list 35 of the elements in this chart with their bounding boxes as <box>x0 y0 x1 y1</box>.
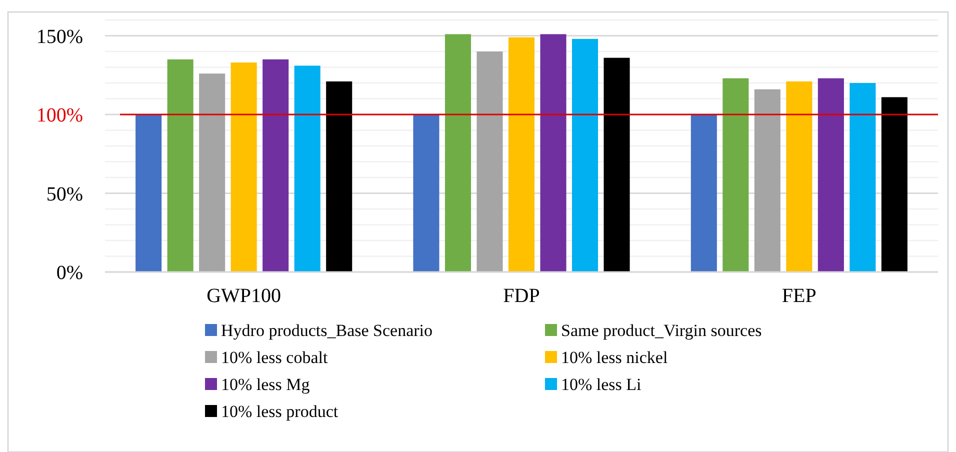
legend-label: Hydro products_Base Scenario <box>221 320 433 340</box>
legend-label: 10% less product <box>221 402 338 421</box>
bar <box>722 78 749 272</box>
y-tick-label: 100% <box>36 104 83 126</box>
bar <box>818 78 844 272</box>
y-tick-label: 150% <box>36 26 83 48</box>
bar <box>444 34 472 272</box>
bar <box>786 81 812 272</box>
legend-label: 10% less nickel <box>561 348 668 367</box>
bar <box>850 83 876 272</box>
bar <box>167 59 194 272</box>
bar <box>604 58 630 272</box>
bar <box>754 89 780 272</box>
legend-label: Same product_Virgin sources <box>561 320 762 340</box>
bar <box>540 34 566 272</box>
legend-label: 10% less Li <box>561 374 642 394</box>
bar <box>230 62 257 272</box>
bar <box>508 37 535 272</box>
bar <box>199 74 226 272</box>
x-tick-label: GWP100 <box>206 285 282 307</box>
x-tick-label: FEP <box>782 285 816 307</box>
bar <box>476 52 503 272</box>
x-tick-label: FDP <box>503 285 540 307</box>
legend-label: 10% less cobalt <box>221 348 328 367</box>
bar <box>413 114 440 272</box>
bar <box>136 114 162 272</box>
y-tick-label: 50% <box>46 183 83 206</box>
legend-label: 10% less Mg <box>221 374 310 394</box>
y-tick-label: 0% <box>56 262 83 284</box>
bar <box>572 38 598 272</box>
bar <box>326 81 352 272</box>
bar <box>262 59 289 272</box>
bar <box>881 97 908 272</box>
bar <box>294 66 320 272</box>
bar <box>690 114 717 272</box>
